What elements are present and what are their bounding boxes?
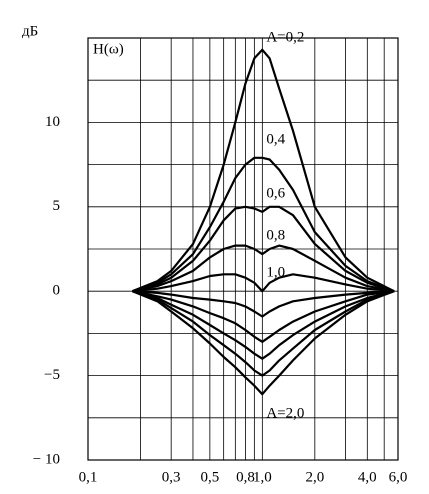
line <box>132 290 395 318</box>
x-tick-label: 0,5 <box>200 469 219 485</box>
line <box>132 156 395 293</box>
line <box>132 290 395 360</box>
curve-label: 1,0 <box>266 265 285 281</box>
y-tick-label: −5 <box>44 367 60 383</box>
curve-label: A=2,0 <box>266 406 304 422</box>
x-tick-label: 6,0 <box>389 469 408 485</box>
line <box>132 290 395 343</box>
line <box>132 290 395 377</box>
x-tick-label: 4,0 <box>358 469 377 485</box>
line <box>132 244 395 293</box>
x-tick-label: 2,0 <box>305 469 324 485</box>
line <box>132 290 395 396</box>
y-tick-label: 5 <box>53 198 61 214</box>
y-tick-label: 10 <box>45 114 60 130</box>
y-axis-label: дБ <box>22 23 38 39</box>
plot-frame <box>87 37 399 461</box>
x-tick-label: 0,8 <box>236 469 255 485</box>
curve-label: 0,8 <box>266 228 285 244</box>
x-tick-label: 1,0 <box>253 469 272 485</box>
y-tick-label: 0 <box>53 283 61 299</box>
x-tick-label: 0,3 <box>162 469 181 485</box>
line <box>132 205 395 293</box>
y-tick-label: − 10 <box>33 451 60 467</box>
line <box>132 48 395 293</box>
curve-label: 0,4 <box>266 131 285 147</box>
x-tick-label: 0,1 <box>79 469 98 485</box>
curve-label: A=0,2 <box>266 29 304 45</box>
curve-label: 0,6 <box>266 185 285 201</box>
annotation: H(ω) <box>93 41 124 57</box>
line <box>132 273 395 293</box>
